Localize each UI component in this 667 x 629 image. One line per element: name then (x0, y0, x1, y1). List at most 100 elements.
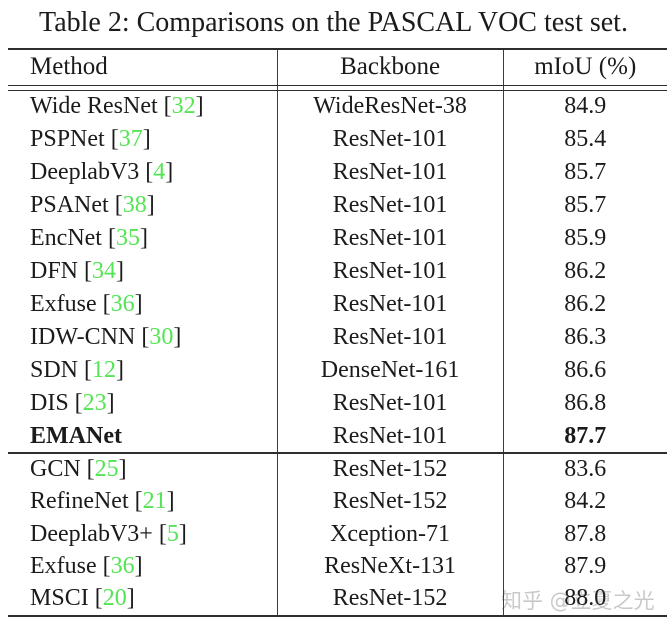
backbone-cell: ResNet-101 (277, 156, 504, 189)
table-row: PSANet [38] ResNet-101 85.7 (8, 189, 667, 222)
miou-cell: 87.7 (503, 420, 667, 454)
miou-cell: 85.9 (564, 225, 607, 251)
table-row: DeeplabV3+ [5] Xception-71 87.8 (8, 518, 667, 551)
citation-number: 23 (82, 390, 107, 416)
backbone-cell: ResNet-101 (277, 255, 504, 288)
header-miou: mIoU (%) (503, 49, 667, 86)
citation-number: 34 (92, 258, 117, 284)
citation: [32] (163, 93, 204, 120)
citation: [35] (107, 225, 148, 251)
citation: [37] (110, 126, 151, 152)
table-caption: Table 2: Comparisons on the PASCAL VOC t… (39, 7, 628, 38)
method-name: DeeplabV3 (30, 159, 140, 185)
miou-cell: 84.9 (564, 93, 607, 120)
method-cell: IDW-CNN [30] (8, 321, 278, 354)
citation-number: 21 (142, 488, 167, 515)
method-name: Wide ResNet (30, 93, 158, 120)
method-cell: DFN [34] (8, 255, 278, 288)
method-name: DIS (30, 390, 69, 416)
method-name: PSPNet (30, 126, 105, 152)
backbone-cell: ResNet-101 (277, 123, 504, 156)
miou-cell: 87.8 (564, 520, 607, 547)
backbone-cell: ResNet-152 (277, 583, 504, 616)
method-name: SDN (30, 357, 79, 383)
backbone-cell: ResNeXt-131 (277, 550, 504, 583)
method-cell: Exfuse [36] (8, 288, 278, 321)
header-double-rule-gap (8, 85, 667, 91)
method-cell: RefineNet [21] (8, 485, 278, 518)
backbone-cell: ResNet-101 (277, 321, 504, 354)
citation-number: 4 (153, 159, 166, 185)
method-name: EMANet (30, 422, 122, 449)
citation: [34] (84, 258, 125, 284)
citation: [4] (145, 159, 174, 185)
backbone-cell: ResNet-101 (277, 420, 504, 454)
table-row: DFN [34] ResNet-101 86.2 (8, 255, 667, 288)
citation-number: 38 (122, 192, 147, 218)
method-cell: MSCI [20] (8, 583, 278, 616)
citation: [23] (74, 390, 115, 416)
miou-cell: 85.7 (564, 159, 607, 185)
miou-cell: 86.8 (564, 390, 607, 416)
table-row: DeeplabV3 [4] ResNet-101 85.7 (8, 156, 667, 189)
table-row: RefineNet [21] ResNet-152 84.2 (8, 485, 667, 518)
comparison-table: Method Backbone mIoU (%) Wide ResNet [32]… (8, 48, 667, 617)
citation-number: 5 (166, 520, 179, 547)
citation: [12] (84, 357, 125, 383)
citation-number: 30 (149, 324, 174, 350)
citation: [20] (94, 585, 135, 612)
table-body: Wide ResNet [32] WideResNet-38 84.9 PSPNe… (8, 85, 667, 616)
backbone-cell: ResNet-101 (277, 222, 504, 255)
citation: [30] (141, 324, 182, 350)
method-cell: EMANet (8, 420, 278, 454)
method-name: RefineNet (30, 488, 129, 515)
citation-number: 12 (92, 357, 117, 383)
citation-number: 25 (94, 456, 119, 483)
backbone-cell: Xception-71 (277, 518, 504, 551)
backbone-cell: ResNet-152 (277, 453, 504, 486)
method-name: GCN (30, 456, 81, 483)
table-row: GCN [25] ResNet-152 83.6 (8, 453, 667, 486)
citation-number: 36 (110, 553, 135, 580)
method-name: Exfuse (30, 291, 97, 317)
citation: [36] (102, 291, 143, 317)
citation-number: 35 (115, 225, 140, 251)
method-cell: PSANet [38] (8, 189, 278, 222)
method-name: MSCI (30, 585, 89, 612)
method-cell: Wide ResNet [32] (8, 90, 278, 123)
method-cell: DIS [23] (8, 387, 278, 420)
table-header: Method Backbone mIoU (%) (8, 49, 667, 86)
method-cell: EncNet [35] (8, 222, 278, 255)
method-cell: PSPNet [37] (8, 123, 278, 156)
miou-cell: 84.2 (564, 488, 607, 515)
backbone-cell: ResNet-101 (277, 387, 504, 420)
citation-number: 37 (118, 126, 143, 152)
table-row: EncNet [35] ResNet-101 85.9 (8, 222, 667, 255)
citation: [5] (158, 520, 187, 547)
method-name: EncNet (30, 225, 102, 251)
method-cell: Exfuse [36] (8, 550, 278, 583)
method-name: PSANet (30, 192, 109, 218)
method-cell: DeeplabV3+ [5] (8, 518, 278, 551)
citation: [21] (134, 488, 175, 515)
method-name: Exfuse (30, 553, 97, 580)
citation-number: 20 (102, 585, 127, 612)
citation: [25] (86, 456, 127, 483)
backbone-cell: ResNet-152 (277, 485, 504, 518)
citation: [36] (102, 553, 143, 580)
method-name: IDW-CNN (30, 324, 136, 350)
header-row: Method Backbone mIoU (%) (8, 49, 667, 86)
table-row: Exfuse [36] ResNet-101 86.2 (8, 288, 667, 321)
miou-cell: 86.6 (564, 357, 607, 383)
backbone-cell: DenseNet-161 (277, 354, 504, 387)
miou-cell: 86.2 (564, 291, 607, 317)
table-row: EMANet ResNet-101 87.7 (8, 420, 667, 454)
comparison-table-wrapper: Method Backbone mIoU (%) Wide ResNet [32]… (8, 48, 667, 617)
method-name: DFN (30, 258, 79, 284)
table-row: PSPNet [37] ResNet-101 85.4 (8, 123, 667, 156)
backbone-cell: ResNet-101 (277, 189, 504, 222)
method-name: DeeplabV3+ (30, 520, 153, 547)
table-row: MSCI [20] ResNet-152 88.0 (8, 583, 667, 616)
miou-cell: 88.0 (564, 585, 607, 612)
table-row: Exfuse [36] ResNeXt-131 87.9 (8, 550, 667, 583)
